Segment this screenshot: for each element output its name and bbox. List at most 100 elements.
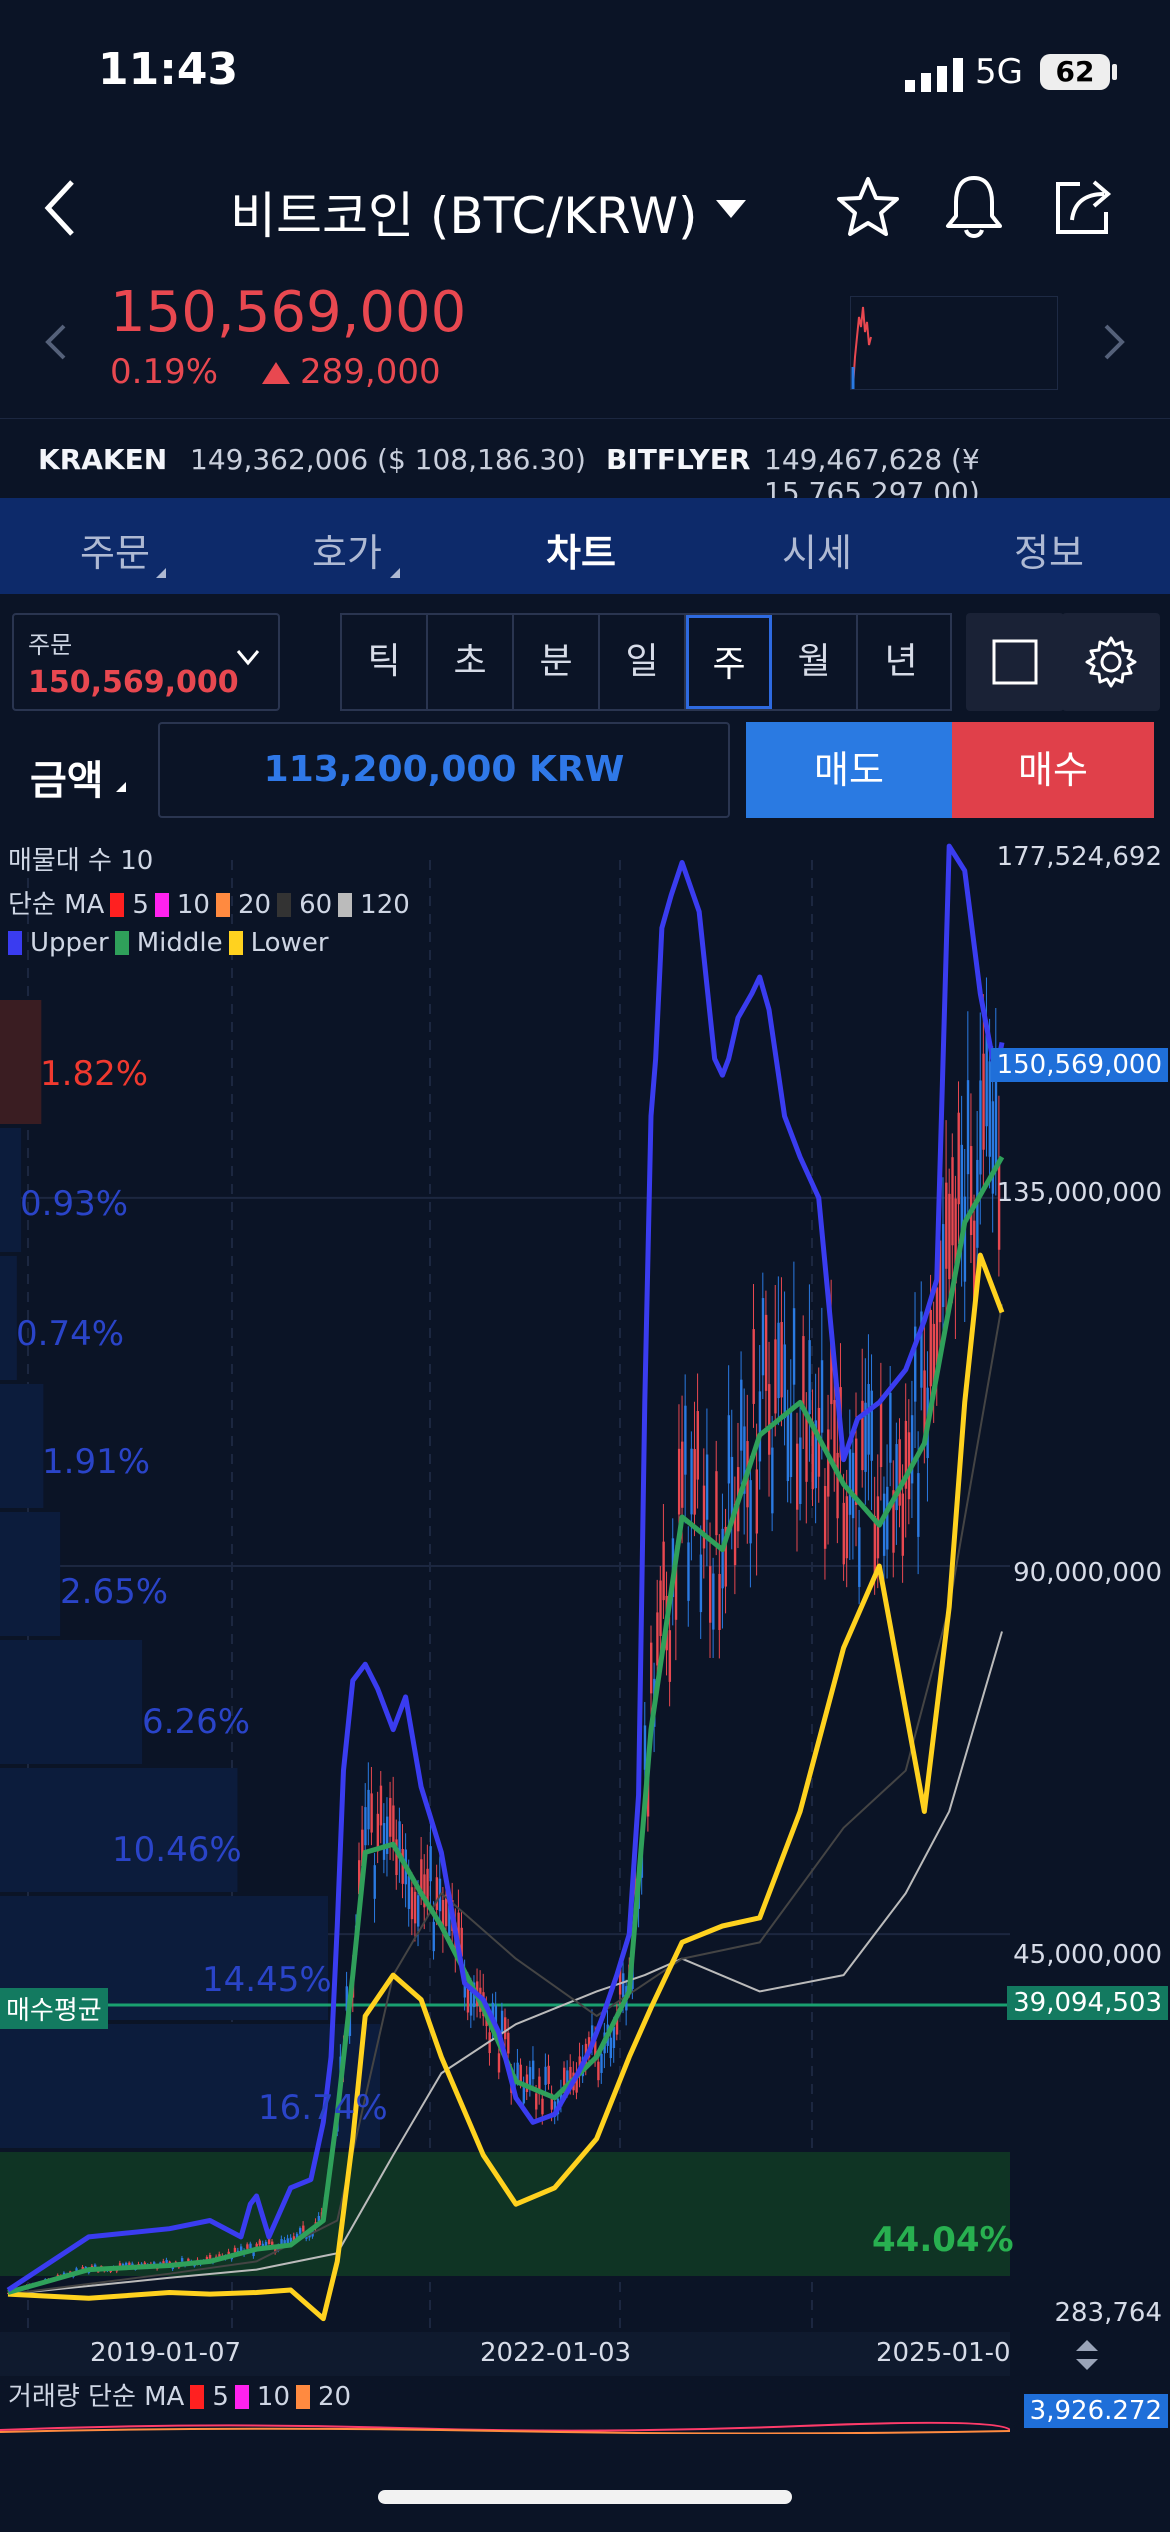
- candle-body: [814, 1420, 818, 1489]
- ma10-label: 10: [176, 890, 210, 920]
- candle-body: [771, 1447, 774, 1514]
- candle-body: [954, 1198, 957, 1284]
- prev-coin-icon[interactable]: [44, 322, 68, 362]
- coin-title[interactable]: 비트코인 (BTC/KRW): [230, 187, 698, 245]
- candle-body: [873, 1515, 877, 1577]
- tab-info[interactable]: 정보: [1014, 531, 1084, 575]
- candle-body: [143, 2262, 147, 2266]
- candle-body: [845, 1496, 849, 1559]
- chart-canvas[interactable]: [0, 832, 1170, 2332]
- candle-body: [538, 2076, 541, 2094]
- ma120-line: [7, 1631, 1003, 2296]
- vp-label: 2.65%: [60, 1572, 169, 1612]
- volume-chart[interactable]: [0, 2410, 1010, 2434]
- back-icon[interactable]: [40, 178, 80, 238]
- candle-body: [712, 1573, 715, 1630]
- amount-label[interactable]: 금액: [30, 758, 104, 804]
- period-month[interactable]: 월: [772, 615, 858, 709]
- candle-body: [848, 1449, 852, 1515]
- candle-body: [960, 1144, 964, 1234]
- tab-market-price[interactable]: 시세: [782, 531, 852, 575]
- chart-controls: 주문 150,569,000 틱 초 분 일 주 월 년: [0, 605, 1170, 715]
- share-icon[interactable]: [1052, 176, 1116, 238]
- period-year[interactable]: 년: [884, 641, 918, 682]
- ma-legend-title: 단순 MA: [8, 890, 105, 920]
- candle-body: [684, 1405, 687, 1475]
- order-select-label: 주문: [28, 631, 73, 659]
- tab-order[interactable]: 주문: [80, 531, 150, 575]
- candle-body: [867, 1384, 870, 1455]
- price-chart[interactable]: 매물대 수 10 단순 MA 5 10 20 60 120 Upper Middle Lowe…: [0, 832, 1170, 2332]
- candle-body: [768, 1384, 771, 1455]
- exchange-value: 149,362,006 ($ 108,186.30): [190, 443, 586, 476]
- volume-profile-legend: 매물대 수 10: [8, 846, 154, 876]
- candle-body: [544, 2066, 547, 2085]
- candle-body: [758, 1391, 762, 1462]
- candle-body: [643, 1725, 647, 1770]
- exchange-name: BITFLYER: [606, 443, 751, 476]
- candle-body: [590, 2025, 594, 2047]
- candle-body: [904, 1420, 908, 1489]
- vp-label: 44.04%: [872, 2220, 1014, 2260]
- vp-label: 14.45%: [202, 1960, 332, 2000]
- ma-legend: 단순 MA 5 10 20 60 120: [8, 884, 410, 921]
- order-price-select[interactable]: 주문 150,569,000: [12, 613, 280, 711]
- vp-label: 6.26%: [142, 1702, 251, 1742]
- candle-body: [792, 1308, 796, 1385]
- candle-body: [367, 1789, 370, 1830]
- candle-body: [945, 1182, 948, 1269]
- next-coin-icon[interactable]: [1102, 322, 1126, 362]
- candle-body: [370, 1793, 373, 1833]
- mini-chart[interactable]: [850, 296, 1058, 390]
- candle-body: [246, 2244, 249, 2249]
- candle-body: [901, 1493, 904, 1556]
- vp-label: 0.74%: [16, 1314, 125, 1354]
- sell-button[interactable]: 매도: [746, 722, 952, 818]
- period-week[interactable]: 주: [686, 615, 772, 709]
- candle-body: [777, 1322, 780, 1399]
- candle-body: [249, 2243, 252, 2249]
- change-percent: 0.19%: [110, 352, 219, 392]
- period-day[interactable]: 일: [600, 615, 686, 709]
- candle-body: [646, 1776, 650, 1817]
- candle-body: [121, 2263, 125, 2267]
- vp-label: 16.74%: [258, 2088, 388, 2128]
- ma20-swatch: [215, 893, 230, 917]
- tab-chart[interactable]: 차트: [546, 531, 616, 575]
- candle-body: [289, 2237, 293, 2243]
- battery-icon: 62: [1040, 54, 1110, 90]
- resize-handle-icon[interactable]: [1072, 2338, 1102, 2372]
- amount-input[interactable]: 113,200,000 KRW: [158, 722, 730, 818]
- vol-ma10-swatch: [234, 2385, 249, 2409]
- volume-profile-bar: [0, 1000, 42, 1124]
- avg-buy-label: 매수평균: [0, 1988, 108, 2029]
- volume-legend-title: 거래량 단순 MA: [8, 2382, 185, 2412]
- volume-value-tag: 3,926.272: [1023, 2394, 1168, 2428]
- buy-button[interactable]: 매수: [952, 722, 1154, 818]
- candle-body: [702, 1485, 706, 1549]
- period-tick[interactable]: 틱: [342, 615, 428, 709]
- star-icon[interactable]: [836, 176, 900, 238]
- fullscreen-button[interactable]: [966, 613, 1064, 711]
- candle-body: [252, 2252, 255, 2257]
- candle-body: [687, 1542, 690, 1601]
- candle-body: [808, 1340, 811, 1415]
- period-second[interactable]: 초: [428, 615, 514, 709]
- candle-body: [920, 1311, 923, 1388]
- candle-body: [298, 2228, 302, 2234]
- candle-body: [615, 2012, 619, 2035]
- candle-body: [730, 1456, 734, 1522]
- candle-body: [907, 1432, 911, 1500]
- candle-body: [575, 2075, 578, 2093]
- candle-body: [382, 1823, 386, 1860]
- candle-body: [799, 1437, 802, 1504]
- y-axis-label: 90,000,000: [1013, 1558, 1162, 1588]
- chart-settings-button[interactable]: [1062, 613, 1160, 711]
- ma10-swatch: [154, 893, 169, 917]
- bell-icon[interactable]: [944, 174, 1004, 240]
- dropdown-caret-icon[interactable]: [716, 200, 746, 220]
- candle-body: [820, 1360, 824, 1433]
- candle-body: [774, 1339, 777, 1414]
- period-minute[interactable]: 분: [514, 615, 600, 709]
- tab-orderbook[interactable]: 호가: [312, 531, 382, 575]
